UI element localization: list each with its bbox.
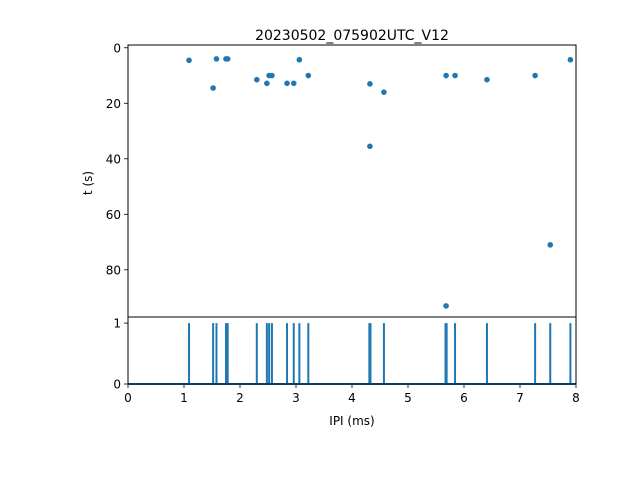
scatter-point	[210, 85, 216, 91]
x-tick-label: 8	[572, 391, 580, 405]
scatter-point	[290, 80, 297, 87]
chart-title: 20230502_075902UTC_V12	[255, 28, 449, 44]
scatter-point	[367, 143, 373, 150]
scatter-point	[284, 80, 290, 87]
y-ticks-top: 0 20 40 60 80	[106, 41, 128, 277]
x-tick-label: 0	[124, 391, 132, 405]
y-tick-label-top: 60	[106, 208, 121, 222]
scatter-points	[186, 56, 574, 309]
scatter-point	[253, 76, 260, 83]
x-tick-label: 6	[460, 391, 468, 405]
scatter-point	[269, 72, 275, 79]
scatter-point	[186, 57, 192, 64]
scatter-point	[484, 76, 490, 83]
scatter-point	[443, 303, 449, 309]
x-tick-label: 5	[404, 391, 412, 405]
y-tick-label-bottom: 0	[113, 378, 121, 392]
scatter-point	[367, 81, 373, 87]
x-tick-label: 2	[236, 391, 244, 405]
y-axis-label-top: t (s)	[81, 171, 95, 195]
scatter-point	[305, 72, 312, 79]
y-tick-label-top: 40	[106, 152, 121, 166]
x-tick-label: 7	[516, 391, 524, 405]
scatter-point	[381, 89, 387, 95]
scatter-panel: 20230502_075902UTC_V12 t (s) 0 20 40 60 80	[81, 28, 577, 318]
scatter-point	[567, 56, 574, 63]
scatter-point	[296, 56, 303, 63]
scatter-point	[452, 72, 458, 79]
scatter-point	[213, 56, 220, 62]
spike-line	[128, 323, 576, 385]
plot-frame-bottom	[127, 316, 577, 385]
plot-frame-top	[127, 44, 577, 318]
y-ticks-bottom: 01	[113, 317, 128, 392]
scatter-point	[547, 242, 554, 248]
y-tick-label-top: 0	[113, 41, 121, 55]
scatter-point	[224, 56, 231, 62]
x-tick-label: 3	[292, 391, 300, 405]
x-ticks-bottom: 0 1 2 3 4 5 6 7 8	[124, 384, 580, 405]
x-axis-label: IPI (ms)	[329, 414, 374, 428]
scatter-point	[264, 80, 270, 87]
x-tick-label: 1	[180, 391, 188, 405]
scatter-point	[532, 72, 538, 79]
scatter-point	[443, 72, 449, 79]
y-tick-label-top: 20	[106, 97, 121, 111]
x-tick-label: 4	[348, 391, 356, 405]
y-tick-label-top: 80	[106, 263, 121, 277]
y-tick-label-bottom: 1	[113, 317, 121, 331]
